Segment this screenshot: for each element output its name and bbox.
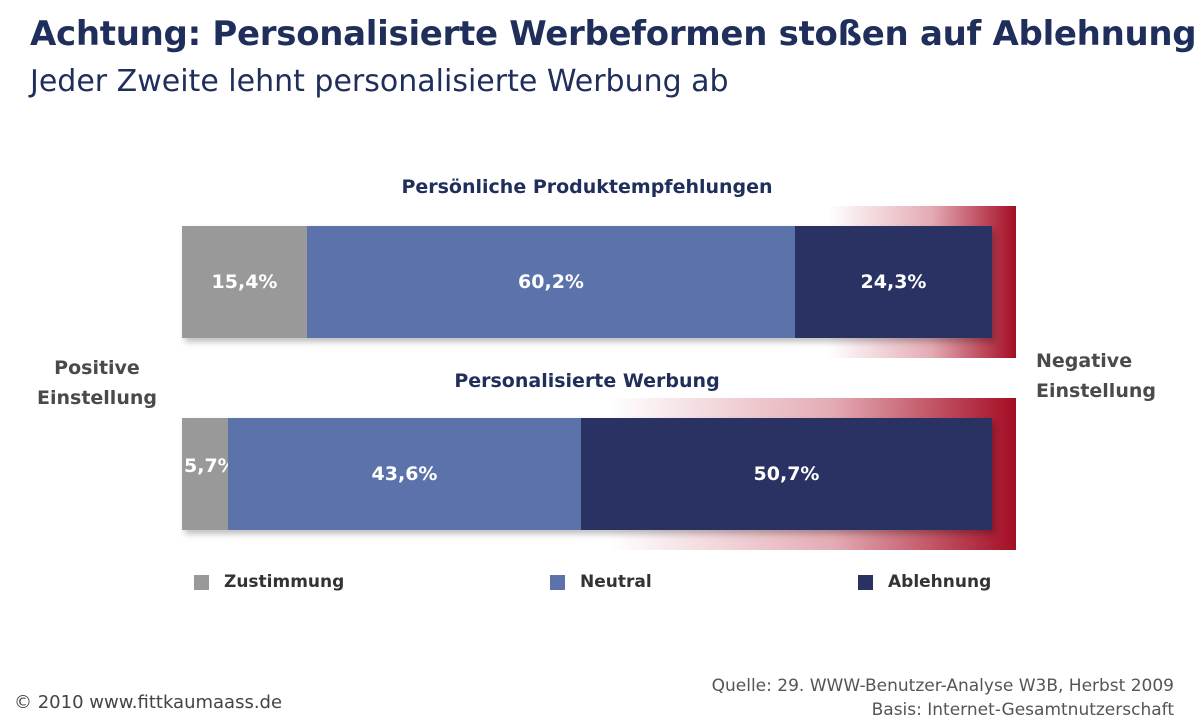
bar-title-pers-nliche-produktempfehlungen: Persönliche Produktempfehlungen — [401, 176, 773, 198]
bar-segment-neutral: 43,6% — [228, 418, 581, 530]
data-label-ablehnung: 50,7% — [753, 463, 820, 485]
data-label-neutral: 43,6% — [371, 463, 438, 485]
data-label-zustimmung: 5,7% — [184, 455, 237, 477]
bar-segment-neutral: 60,2% — [307, 226, 795, 338]
legend-ablehnung: Ablehnung — [858, 572, 991, 592]
positive-label: Positive Einstellung — [30, 353, 164, 413]
bar-title-personalisierte-werbung: Personalisierte Werbung — [454, 370, 720, 392]
legend-label-neutral: Neutral — [580, 572, 652, 592]
legend-swatch-neutral — [550, 574, 565, 590]
data-label-neutral: 60,2% — [518, 271, 584, 293]
source-line-1: Quelle: 29. WWW-Benutzer-Analyse W3B, He… — [711, 676, 1174, 696]
copyright: © 2010 www.fittkaumaass.de — [14, 692, 283, 713]
negative-label-text: Negative Einstellung — [1036, 350, 1156, 402]
chart-subtitle: Jeder Zweite lehnt personalisierte Werbu… — [30, 64, 729, 99]
chart-title: Achtung: Personalisierte Werbeformen sto… — [30, 14, 1197, 54]
negative-label: Negative Einstellung — [1036, 346, 1170, 406]
legend-swatch-ablehnung — [858, 574, 873, 590]
source-note: Quelle: 29. WWW-Benutzer-Analyse W3B, He… — [712, 674, 1174, 722]
data-label-ablehnung: 24,3% — [860, 271, 927, 293]
bar-segment-zustimmung: 5,7% — [182, 418, 237, 530]
legend-label-zustimmung: Zustimmung — [224, 572, 345, 592]
bar-segment-zustimmung: 15,4% — [182, 226, 307, 338]
bar-personalisierte-werbung: 5,7% 43,6% 50,7% — [182, 418, 992, 530]
data-label-zustimmung: 15,4% — [211, 271, 278, 293]
positive-label-text: Positive Einstellung — [37, 357, 157, 409]
bar-pers-nliche-produktempfehlungen: 15,4% 60,2% 24,3% — [182, 226, 992, 338]
bar-segment-ablehnung: 50,7% — [581, 418, 992, 530]
bar-segment-ablehnung: 24,3% — [795, 226, 992, 338]
legend-swatch-zustimmung — [194, 574, 209, 590]
legend-neutral: Neutral — [550, 572, 652, 592]
legend-zustimmung: Zustimmung — [194, 572, 344, 592]
source-line-2: Basis: Internet-Gesamtnutzerschaft — [871, 700, 1174, 720]
legend-label-ablehnung: Ablehnung — [888, 572, 992, 592]
